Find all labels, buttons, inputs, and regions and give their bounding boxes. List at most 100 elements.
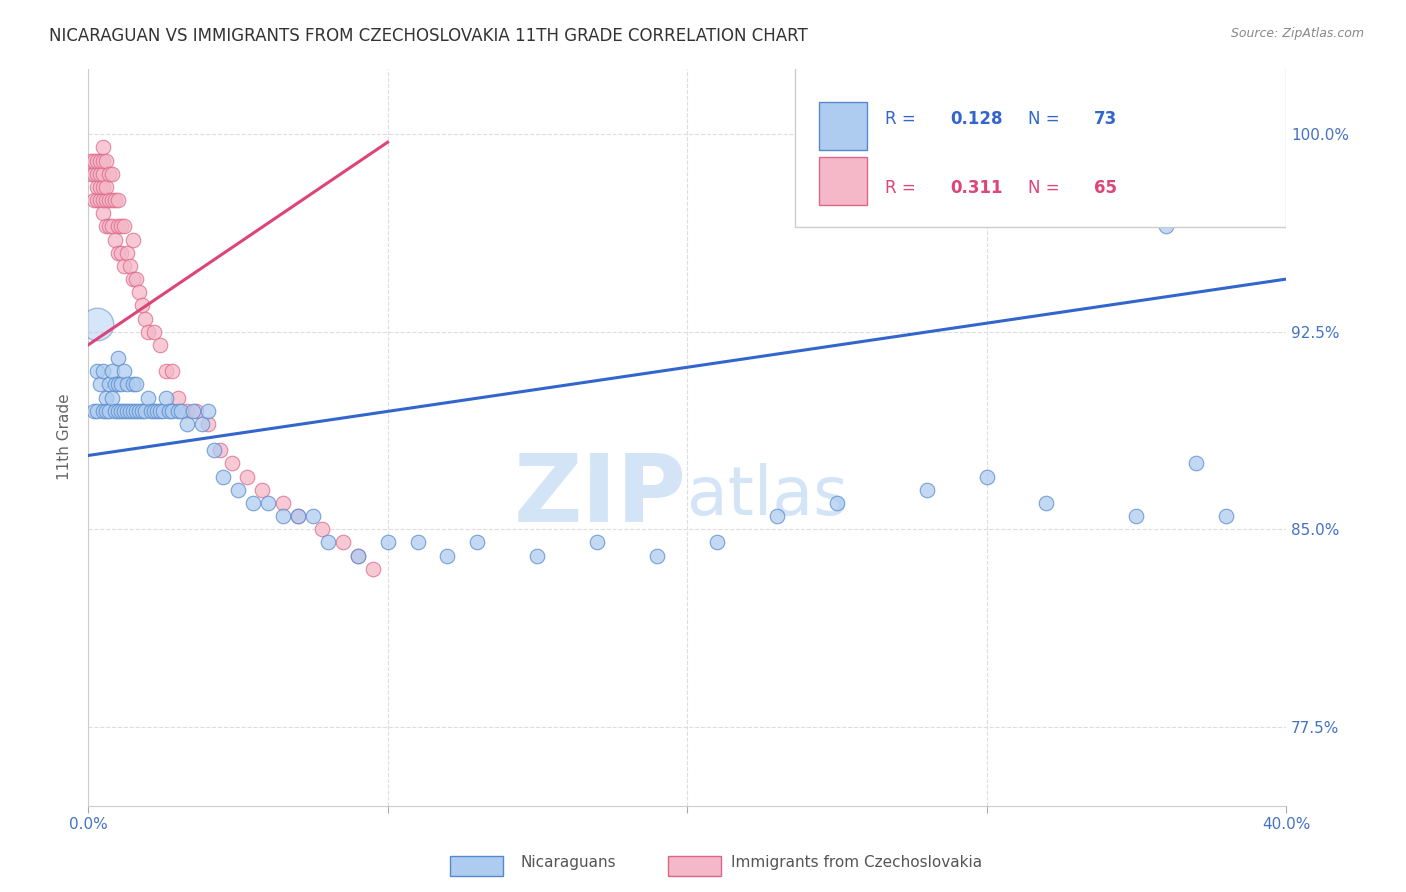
Point	[176, 417, 198, 431]
Point	[94, 153, 117, 168]
Point	[94, 219, 117, 234]
Point	[107, 193, 129, 207]
Point	[107, 377, 129, 392]
Text: N =: N =	[1028, 110, 1066, 128]
Point	[122, 272, 145, 286]
Point	[115, 245, 138, 260]
Text: Source: ZipAtlas.com: Source: ZipAtlas.com	[1230, 27, 1364, 40]
Point	[83, 153, 105, 168]
Point	[122, 403, 145, 417]
Point	[91, 403, 114, 417]
Point	[136, 391, 159, 405]
Point	[212, 469, 235, 483]
Point	[80, 167, 103, 181]
Point	[86, 167, 108, 181]
Point	[94, 193, 117, 207]
Text: N =: N =	[1028, 179, 1066, 197]
Point	[125, 377, 148, 392]
Point	[311, 522, 333, 536]
Point	[110, 403, 132, 417]
Point	[915, 483, 938, 497]
Point	[301, 509, 323, 524]
Point	[107, 403, 129, 417]
Point	[586, 535, 609, 549]
Point	[377, 535, 399, 549]
Point	[86, 403, 108, 417]
Point	[86, 193, 108, 207]
Point	[86, 317, 108, 331]
Point	[128, 403, 150, 417]
Point	[1185, 456, 1208, 470]
Point	[101, 391, 124, 405]
Point	[104, 233, 127, 247]
Point	[101, 193, 124, 207]
Point	[89, 180, 111, 194]
Point	[191, 417, 214, 431]
Point	[250, 483, 273, 497]
Point	[83, 167, 105, 181]
Point	[112, 219, 135, 234]
Point	[467, 535, 489, 549]
Point	[98, 403, 121, 417]
Point	[80, 153, 103, 168]
FancyBboxPatch shape	[794, 65, 1286, 227]
Point	[91, 193, 114, 207]
Point	[94, 403, 117, 417]
Text: ZIP: ZIP	[515, 450, 688, 542]
Point	[101, 167, 124, 181]
Point	[197, 403, 219, 417]
Point	[125, 403, 148, 417]
Point	[107, 351, 129, 365]
Point	[645, 549, 668, 563]
Point	[91, 153, 114, 168]
Point	[181, 403, 204, 417]
Point	[104, 193, 127, 207]
Point	[160, 403, 183, 417]
Text: R =: R =	[884, 179, 921, 197]
Point	[316, 535, 339, 549]
Point	[271, 509, 294, 524]
Point	[98, 219, 121, 234]
Point	[332, 535, 354, 549]
Text: 0.128: 0.128	[950, 110, 1002, 128]
Text: Immigrants from Czechoslovakia: Immigrants from Czechoslovakia	[731, 855, 983, 870]
Point	[143, 325, 166, 339]
Point	[287, 509, 309, 524]
Point	[236, 469, 259, 483]
Point	[526, 549, 548, 563]
Point	[149, 403, 172, 417]
Point	[152, 403, 174, 417]
Point	[131, 403, 153, 417]
Point	[346, 549, 368, 563]
Point	[170, 403, 193, 417]
Point	[256, 496, 278, 510]
Point	[184, 403, 207, 417]
Point	[86, 364, 108, 378]
Point	[155, 364, 177, 378]
Point	[436, 549, 458, 563]
Point	[167, 403, 190, 417]
Point	[107, 219, 129, 234]
Point	[98, 377, 121, 392]
Text: 0.311: 0.311	[950, 179, 1002, 197]
Point	[134, 403, 156, 417]
Point	[89, 377, 111, 392]
Point	[242, 496, 264, 510]
Point	[226, 483, 249, 497]
Text: atlas: atlas	[688, 463, 848, 529]
Text: R =: R =	[884, 110, 921, 128]
Point	[107, 245, 129, 260]
Point	[89, 193, 111, 207]
Point	[115, 377, 138, 392]
Point	[94, 180, 117, 194]
Point	[825, 496, 848, 510]
Point	[120, 403, 142, 417]
Point	[976, 469, 998, 483]
Point	[271, 496, 294, 510]
Point	[94, 391, 117, 405]
Point	[91, 180, 114, 194]
Point	[406, 535, 429, 549]
Point	[83, 403, 105, 417]
Point	[112, 403, 135, 417]
Point	[112, 259, 135, 273]
